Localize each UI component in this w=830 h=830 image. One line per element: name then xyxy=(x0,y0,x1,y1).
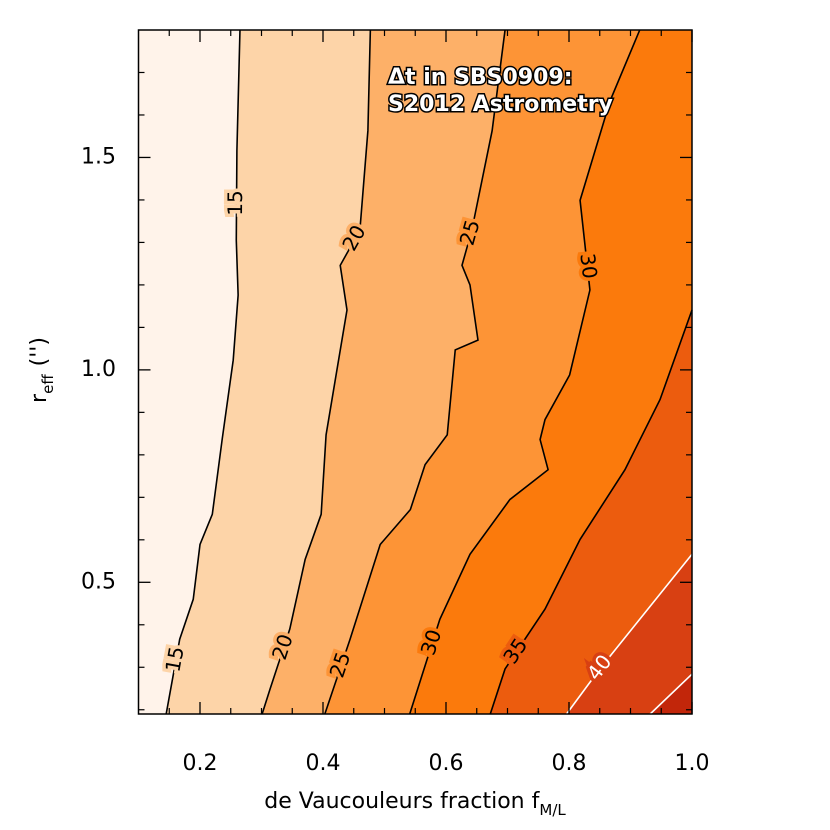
x-tick-label: 1.0 xyxy=(675,751,710,776)
y-tick-label: 1.5 xyxy=(81,144,116,169)
x-tick-label: 0.6 xyxy=(429,751,464,776)
contour-fill xyxy=(566,30,692,714)
y-label-text: r xyxy=(27,393,52,403)
x-tick-label: 0.8 xyxy=(552,751,587,776)
x-axis-label: de Vaucouleurs fraction fM/L xyxy=(264,789,566,819)
y-label: reff ('') xyxy=(27,337,57,403)
contour-line xyxy=(261,29,372,715)
x-label-text: de Vaucouleurs fraction f xyxy=(264,789,540,814)
contour-label: 15 xyxy=(160,645,188,674)
y-tick-label: 0.5 xyxy=(81,569,116,594)
contour-line xyxy=(565,553,693,715)
contour-line xyxy=(408,29,641,715)
chart-title: Δt in SBS0909: xyxy=(388,65,573,90)
x-tick-label: 0.2 xyxy=(183,751,218,776)
contour-line xyxy=(649,673,693,715)
y-label-sub: eff xyxy=(39,374,57,394)
contour-line xyxy=(165,29,241,715)
y-label-unit: ('') xyxy=(27,337,52,366)
contour-line xyxy=(324,29,506,715)
x-label-sub: M/L xyxy=(539,801,566,819)
contour-fill xyxy=(490,30,692,714)
chart-title: S2012 Astrometry xyxy=(388,92,613,117)
contour-label: 30 xyxy=(575,252,602,280)
x-tick-label: 0.4 xyxy=(306,751,341,776)
contour-line xyxy=(489,309,693,715)
contour-label: 15 xyxy=(223,190,247,216)
y-axis-label: reff ('') xyxy=(27,337,57,403)
y-tick-label: 1.0 xyxy=(81,357,116,382)
